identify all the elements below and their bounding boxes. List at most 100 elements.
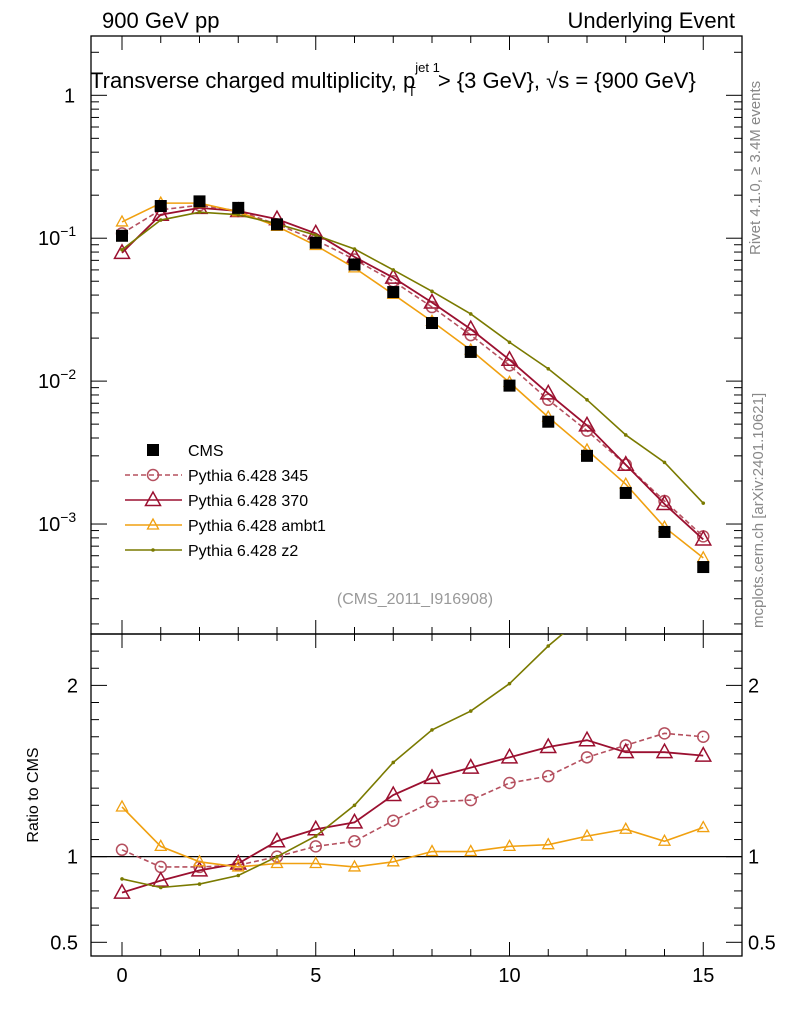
- pythia-6-428-345-line: [121, 204, 704, 537]
- pythia-6-428-370-point: [384, 268, 403, 284]
- legend: CMS Pythia 6.428 345 Pythia 6.428 370 Pythi…: [125, 443, 326, 560]
- pythia-6-428-ambt1-ratio-point: [231, 859, 245, 872]
- pythia-6-428-z2-point: [430, 289, 434, 294]
- legend-marker-pythia-6-428-z2: [151, 548, 155, 552]
- pythia-6-428-370-point: [578, 415, 596, 432]
- pythia-6-428-370-ratio-point: [113, 883, 131, 899]
- pythia-6-428-z2-ratio-point: [158, 885, 163, 890]
- pythia-6-428-z2-ratio-point: [197, 882, 202, 886]
- pythia-6-428-ambt1-ratio-point: [464, 844, 478, 857]
- legend-label-pythia-6-428-345: Pythia 6.428 345: [188, 468, 308, 485]
- legend-label-cms: CMS: [188, 443, 224, 460]
- pythia-6-428-z2-point: [391, 268, 396, 272]
- y-tick-label: 10−3: [38, 509, 76, 536]
- cms-point: [116, 229, 128, 242]
- analysis-tag: (CMS_2011_I916908): [337, 591, 493, 608]
- y-tick-label: 10−2: [38, 366, 76, 393]
- pythia-6-428-ambt1-ratio-point: [619, 821, 633, 834]
- pythia-6-428-ambt1-ratio-point: [154, 839, 168, 852]
- cms-point: [232, 201, 245, 214]
- axis-ticks: 0 5 10 15 1 10−1 10−2 10−3 0.5 0.5 1 1 2 2: [38, 36, 776, 987]
- pythia-6-428-345-ratio-point: [658, 727, 671, 740]
- process-label: Underlying Event: [567, 8, 735, 33]
- pythia-6-428-370-point: [113, 243, 131, 260]
- title-main: Transverse charged multiplicity, p: [90, 68, 415, 93]
- cms-point: [503, 379, 516, 392]
- pythia-6-428-370-ratio-point: [229, 853, 248, 870]
- ratio-y-tick-label: 1: [748, 847, 759, 869]
- pythia-6-428-ambt1-ratio-point: [580, 828, 594, 841]
- pythia-6-428-345-ratio-point: [387, 814, 400, 827]
- pythia-6-428-z2-ratio-point: [507, 681, 512, 686]
- cms-point: [619, 486, 632, 499]
- pythia-6-428-z2-ratio-point: [391, 760, 396, 765]
- pythia-6-428-z2-ratio-point: [468, 709, 473, 713]
- pythia-6-428-ambt1-ratio-point: [502, 839, 517, 852]
- ratio-axis-label: Ratio to CMS: [25, 747, 42, 842]
- pythia-6-428-ambt1-point: [115, 214, 129, 227]
- ratio-y-tick-label: 0.5: [748, 932, 776, 954]
- pythia-6-428-345-ratio-point: [503, 776, 516, 790]
- pythia-6-428-ambt1-ratio-point: [386, 854, 400, 867]
- pythia-6-428-ambt1-ratio-point: [425, 844, 439, 857]
- pythia-6-428-ambt1-ratio-point: [309, 856, 323, 869]
- pythia-6-428-ambt1-ratio-point: [347, 859, 362, 872]
- pythia-6-428-z2-ratio-point: [624, 581, 628, 585]
- pythia-6-428-345-ratio-point: [619, 739, 632, 752]
- cms-point: [154, 200, 167, 213]
- mcplots-label: mcplots.cern.ch [arXiv:2401.10621]: [750, 393, 767, 628]
- x-tick-label: 10: [498, 965, 520, 987]
- pythia-6-428-345-ratio-point: [542, 769, 555, 783]
- pythia-6-428-z2-ratio-point: [236, 873, 241, 878]
- cms-point: [348, 258, 361, 271]
- cms-point: [426, 317, 438, 330]
- cms-point: [309, 236, 322, 249]
- pythia-6-428-370-point: [655, 494, 674, 511]
- pythia-6-428-345-ratio-point: [309, 840, 322, 853]
- pythia-6-428-345-ratio-point: [697, 730, 710, 744]
- pythia-6-428-z2-ratio-point: [352, 803, 357, 808]
- cms-point: [387, 286, 400, 299]
- pythia-6-428-370-ratio-point: [655, 742, 674, 759]
- pythia-6-428-ambt1-ratio-point: [696, 820, 710, 833]
- pythia-6-428-z2-point: [468, 312, 473, 316]
- cms-point: [697, 561, 710, 574]
- title-sub: T: [408, 84, 416, 99]
- pythia-6-428-z2-ratio-point: [430, 728, 434, 732]
- pythia-6-428-ambt1-ratio-point: [192, 854, 207, 867]
- pythia-6-428-370-ratio-point: [345, 812, 364, 829]
- pythia-6-428-370-point: [694, 529, 713, 546]
- pythia-6-428-370-ratio-line: [121, 739, 704, 894]
- cms-point: [658, 525, 671, 538]
- main-panel: [113, 195, 713, 574]
- pythia-6-428-345-ratio-point: [115, 843, 129, 857]
- pythia-6-428-370-ratio-point: [694, 746, 713, 762]
- pythia-6-428-370-ratio-point: [190, 860, 209, 877]
- pythia-6-428-z2-point: [352, 247, 357, 251]
- pythia-6-428-370-point: [616, 455, 635, 471]
- legend-marker-pythia-6-428-370: [144, 490, 162, 507]
- pythia-6-428-z2-point: [120, 247, 124, 252]
- ratio-y-tick-label: 1: [67, 847, 78, 869]
- legend-marker-pythia-6-428-345: [146, 468, 160, 482]
- energy-label: 900 GeV pp: [102, 8, 219, 33]
- ratio-y-tick-label: 0.5: [50, 932, 78, 954]
- pythia-6-428-370-point: [500, 350, 519, 367]
- pythia-6-428-370-ratio-point: [461, 758, 480, 774]
- title-sup: jet 1: [414, 60, 440, 75]
- pythia-6-428-370-line: [121, 206, 704, 541]
- pythia-6-428-370-ratio-point: [384, 785, 403, 802]
- y-tick-label: 10−1: [38, 223, 76, 250]
- pythia-6-428-ambt1-ratio-point: [541, 837, 555, 850]
- pythia-6-428-ambt1-ratio-point: [657, 833, 672, 846]
- pythia-6-428-z2-point: [158, 218, 163, 222]
- pythia-6-428-345-ratio-point: [348, 834, 361, 848]
- pythia-6-428-z2-ratio-point: [585, 612, 589, 616]
- pythia-6-428-z2-ratio-point: [701, 547, 705, 551]
- pythia-6-428-z2-point: [546, 366, 551, 371]
- pythia-6-428-370-point: [461, 319, 480, 336]
- pythia-6-428-z2-ratio-point: [313, 834, 318, 838]
- pythia-6-428-ambt1-line: [121, 202, 704, 559]
- rivet-label: Rivet 4.1.0, ≥ 3.4M events: [747, 81, 764, 255]
